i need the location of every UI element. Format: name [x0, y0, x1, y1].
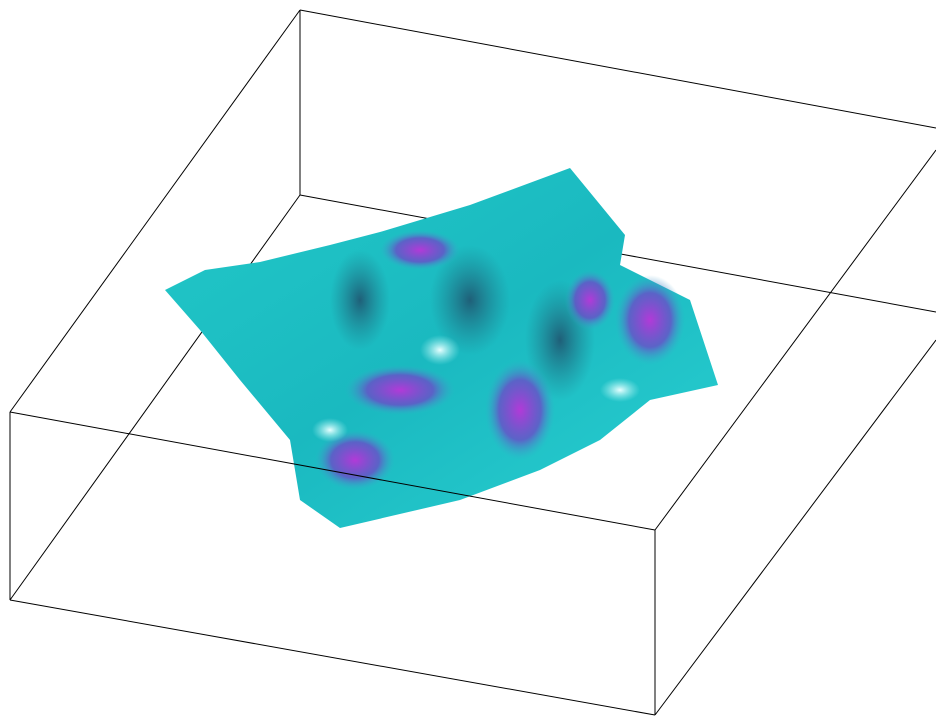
surface-peak: [315, 430, 395, 490]
surface-peak: [565, 270, 615, 330]
box-edge: [654, 149, 936, 531]
surface-highlight: [600, 378, 640, 402]
box-edge: [299, 9, 936, 129]
surface-highlight: [420, 335, 460, 365]
surface-highlight: [312, 418, 348, 442]
box-edge: [9, 599, 656, 716]
surface-shade: [430, 245, 510, 355]
box-edge: [9, 411, 656, 531]
surface-peak: [380, 230, 460, 270]
surface-shade: [330, 250, 390, 350]
box-front: [9, 9, 936, 716]
box-edge: [9, 9, 301, 413]
surface: [165, 168, 718, 528]
surface-peak: [485, 360, 555, 460]
box-edge: [654, 339, 936, 716]
box-edge: [9, 194, 301, 601]
surface-peak: [615, 275, 685, 365]
surface-peak: [345, 365, 455, 415]
